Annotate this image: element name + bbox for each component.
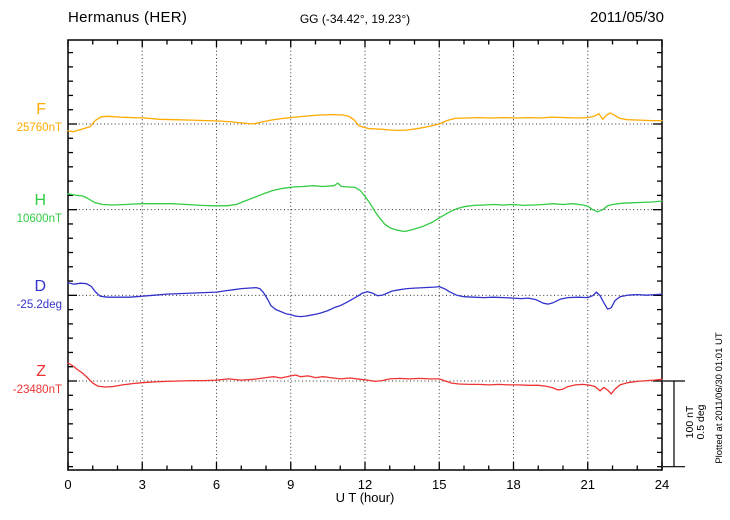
x-tick-label: 18 [506, 477, 521, 492]
channel-baseline-D: -25.2deg [16, 299, 62, 311]
x-tick-label: 12 [357, 477, 373, 492]
channel-letter-Z: Z [36, 363, 46, 380]
scale-bar [663, 380, 685, 468]
axis-ticks [67, 40, 663, 470]
x-tick-label: 3 [138, 477, 146, 492]
channel-label-Z: Z -23480nT [0, 364, 62, 397]
plot-frame [67, 39, 663, 471]
channel-letter-H: H [34, 192, 46, 209]
geographic-coords: GG (-34.42°, 19.23°) [299, 12, 411, 26]
trace-F [67, 112, 663, 133]
channel-label-D: D -25.2deg [0, 279, 62, 312]
trace-H [67, 182, 663, 233]
channel-label-F: F 25760nT [0, 102, 62, 135]
plotted-at-watermark: Plotted at 2011/06/30 01:01 UT [714, 332, 725, 464]
x-tick-label: 9 [287, 477, 295, 492]
trace-Z [67, 362, 663, 395]
channel-letter-F: F [36, 101, 46, 118]
x-tick-label: 21 [580, 477, 595, 492]
x-tick-label: 24 [654, 477, 670, 492]
grid-lines [68, 40, 662, 470]
x-tick-label: 15 [432, 477, 447, 492]
scale-bar-deg-label: 0.5 deg [695, 404, 707, 440]
channel-baseline-F: 25760nT [16, 122, 62, 134]
channel-baseline-H: 10600nT [16, 213, 62, 225]
x-tick-label: 0 [64, 477, 72, 492]
trace-D [67, 282, 663, 318]
channel-baseline-Z: -23480nT [12, 384, 62, 396]
channel-label-H: H 10600nT [0, 193, 62, 226]
plot-date: 2011/05/30 [590, 9, 664, 26]
x-tick-label: 6 [212, 477, 221, 492]
channel-letter-D: D [34, 278, 46, 295]
scale-bar-label: 100 nT 0.5 deg [684, 390, 709, 454]
x-axis-label: U T (hour) [335, 490, 395, 505]
station-title: Hermanus (HER) [68, 9, 188, 26]
